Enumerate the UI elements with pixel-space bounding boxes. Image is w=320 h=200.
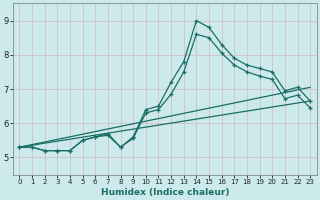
X-axis label: Humidex (Indice chaleur): Humidex (Indice chaleur) [100,188,229,197]
